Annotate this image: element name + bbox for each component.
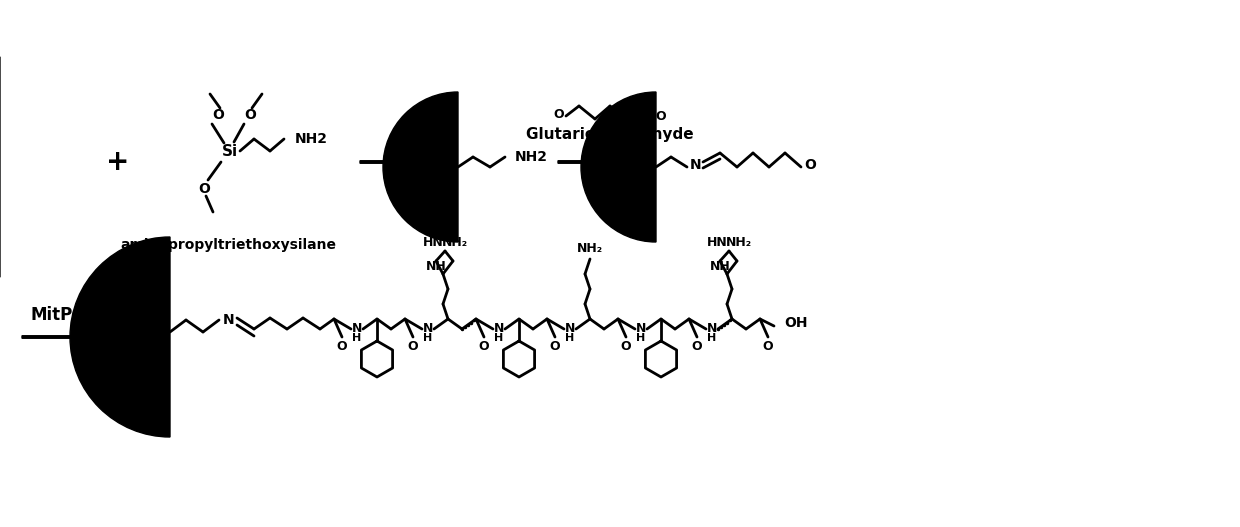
Text: NH2: NH2	[295, 132, 329, 146]
Text: NH: NH	[709, 259, 730, 272]
Text: HN: HN	[423, 236, 444, 249]
Text: NH2: NH2	[515, 150, 548, 164]
Text: N: N	[636, 321, 646, 335]
Text: H: H	[423, 333, 433, 343]
Text: N: N	[223, 313, 234, 327]
Text: H: H	[707, 333, 717, 343]
Text: NH₂: NH₂	[725, 236, 753, 249]
Text: O: O	[337, 339, 347, 353]
Text: Glutaric dialdehyde: Glutaric dialdehyde	[526, 126, 694, 142]
Text: N: N	[423, 321, 433, 335]
Wedge shape	[69, 237, 170, 437]
FancyArrow shape	[360, 155, 438, 169]
Text: NH₂: NH₂	[441, 236, 467, 249]
Text: N: N	[564, 321, 575, 335]
Wedge shape	[582, 92, 656, 242]
Text: MitP: MitP	[31, 306, 73, 324]
Text: Si: Si	[222, 144, 238, 160]
Text: O: O	[212, 108, 224, 122]
Text: O: O	[554, 109, 564, 122]
Text: aminopropyltriethoxysilane: aminopropyltriethoxysilane	[120, 238, 336, 252]
Text: O: O	[692, 339, 702, 353]
Text: O: O	[763, 339, 774, 353]
Text: HN: HN	[707, 236, 728, 249]
Text: O: O	[244, 108, 255, 122]
Text: N: N	[707, 321, 717, 335]
Text: NH₂: NH₂	[577, 242, 603, 256]
Text: O: O	[804, 158, 816, 172]
Text: +: +	[107, 148, 130, 176]
Text: O: O	[549, 339, 560, 353]
FancyArrow shape	[558, 155, 632, 169]
Text: OH: OH	[784, 316, 807, 330]
Text: H: H	[352, 333, 362, 343]
Text: H: H	[495, 333, 503, 343]
Text: N: N	[691, 158, 702, 172]
FancyArrow shape	[22, 330, 148, 344]
Text: H: H	[636, 333, 646, 343]
Text: H: H	[565, 333, 574, 343]
Text: N: N	[494, 321, 505, 335]
Wedge shape	[383, 92, 458, 242]
Text: NH: NH	[425, 259, 446, 272]
Text: O: O	[656, 110, 666, 122]
Text: O: O	[408, 339, 418, 353]
Text: O: O	[479, 339, 490, 353]
Text: O: O	[198, 182, 210, 196]
Text: N: N	[352, 321, 362, 335]
Text: O: O	[621, 339, 631, 353]
